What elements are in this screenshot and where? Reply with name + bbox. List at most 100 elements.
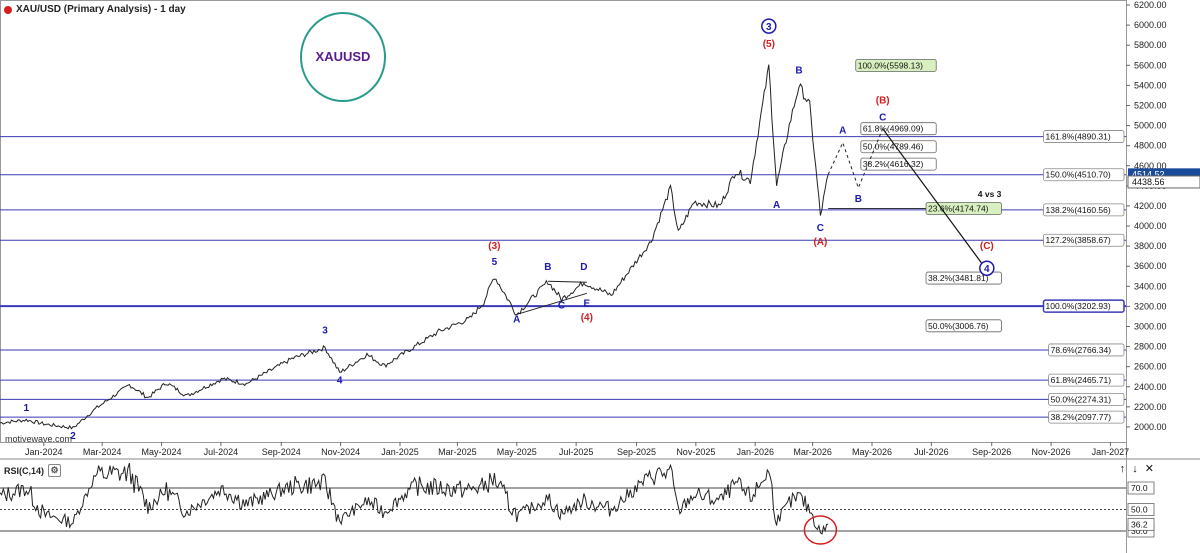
xauusd-circle xyxy=(300,12,386,102)
circled-wave-marker xyxy=(979,260,995,276)
x-tick-label: Nov-2024 xyxy=(321,447,360,457)
wave-label: C xyxy=(817,223,824,234)
rsi-level-label: 50.0 xyxy=(1131,505,1148,515)
move-up-icon[interactable]: ↑ xyxy=(1119,463,1128,475)
wave-label: 5 xyxy=(492,257,498,268)
fib-label-box xyxy=(1048,410,1125,424)
triangle-line xyxy=(547,280,587,283)
fib-label: 127.2%(3858.67) xyxy=(1046,235,1111,245)
x-tick-label: Sep-2025 xyxy=(617,447,656,457)
xauusd-circle-label: XAUUSD xyxy=(316,49,371,64)
short-fib-label: 38.2%(4616.32) xyxy=(863,159,924,169)
wave-label: E xyxy=(584,298,591,309)
short-fib-label: 38.2%(3481.81) xyxy=(928,273,989,283)
fib-label: 100.0%(3202.93) xyxy=(1046,301,1111,311)
x-tick-label: May-2025 xyxy=(497,447,537,457)
watermark: motivewave.com xyxy=(5,434,73,444)
x-tick-label: Jan-2027 xyxy=(1092,447,1130,457)
x-tick-label: Jan-2026 xyxy=(736,447,774,457)
x-tick-label: Nov-2026 xyxy=(1032,447,1071,457)
x-tick-label: Jan-2024 xyxy=(25,447,63,457)
short-fib-label-box xyxy=(925,271,1002,285)
y-tick-label: 3000.00 xyxy=(1134,321,1167,331)
wave-label: (C) xyxy=(980,241,994,252)
move-down-icon[interactable]: ↓ xyxy=(1132,463,1140,475)
y-tick-label: 2800.00 xyxy=(1134,342,1167,352)
fib-lines-layer: 161.8%(4890.31) 150.0%(4510.70) 138.2%(416… xyxy=(0,130,1126,424)
y-tick-label: 3800.00 xyxy=(1134,241,1167,251)
fib-label-box xyxy=(1043,233,1125,247)
price-line xyxy=(0,64,829,430)
x-tick-label: May-2024 xyxy=(142,447,182,457)
short-fib-label-box xyxy=(860,157,937,171)
fib-label-box xyxy=(1048,392,1125,406)
y-tick-label: 5200.00 xyxy=(1134,100,1167,110)
fib-label-box xyxy=(1048,373,1125,387)
short-fib-label-box xyxy=(860,122,937,136)
short-fib-label-box xyxy=(860,140,937,154)
rsi-panel: 70.0 50.0 30.036.2 xyxy=(0,462,1155,545)
chart-title: XAU/USD (Primary Analysis) - 1 day xyxy=(16,4,186,15)
circled-wave-label: 3 xyxy=(766,22,772,33)
rsi-title: RSI(C,14) xyxy=(4,465,45,476)
y-tick-label: 4600.00 xyxy=(1134,161,1167,171)
last-price-tag xyxy=(1127,175,1200,189)
wave-label: B xyxy=(795,65,802,76)
short-fib-label-box xyxy=(925,319,1002,333)
fib-label: 38.2%(2097.77) xyxy=(1051,412,1112,422)
y-tick-label: 5000.00 xyxy=(1134,121,1167,131)
y-axis: 2000.00 2200.00 2400.00 2600.00 2800.00 3000.… xyxy=(1126,0,1200,432)
circled-wave-label: 4 xyxy=(984,264,990,275)
y-tick-label: 3200.00 xyxy=(1134,301,1167,311)
x-tick-label: Jul-2025 xyxy=(559,447,594,457)
wave-label: 1 xyxy=(23,403,29,414)
wave-label: (4) xyxy=(581,312,593,323)
rsi-panel-controls: ↑ ↓ ✕ xyxy=(1120,462,1156,475)
short-fib-label: 100.0%(5598.13) xyxy=(858,60,923,70)
x-tick-label: Jul-2024 xyxy=(204,447,239,457)
rsi-level-box xyxy=(1127,481,1155,495)
short-fib-label-box xyxy=(855,59,937,72)
status-dot-icon xyxy=(4,5,12,14)
x-tick-label: Mar-2026 xyxy=(793,447,832,457)
x-tick-label: Sep-2024 xyxy=(262,447,301,457)
x-tick-label: Mar-2025 xyxy=(438,447,477,457)
wave-label: A xyxy=(513,314,520,325)
wave-label: A xyxy=(839,126,846,137)
short-fib-label-box xyxy=(925,202,1002,215)
wave-label: C xyxy=(879,113,886,124)
y-tick-label: 4800.00 xyxy=(1134,141,1167,151)
x-axis: Jan-2024 Mar-2024 May-2024 Jul-2024 Sep-2024… xyxy=(25,442,1129,457)
y-tick-label: 5400.00 xyxy=(1134,80,1167,90)
gear-icon[interactable]: ⚙ xyxy=(48,464,62,477)
wave-labels-layer: 1 2 3 4 5 (3) A B C D E (4) (5) A B C (A) A B C (B) (C) 3 4 4 vs… xyxy=(23,18,1002,442)
fib-label: 150.0%(4510.70) xyxy=(1046,170,1111,180)
fib-label-box xyxy=(1043,130,1125,143)
rsi-level-box xyxy=(1127,503,1155,516)
rsi-title-bar[interactable]: RSI(C,14) ⚙ xyxy=(4,464,62,477)
y-tick-label: 6000.00 xyxy=(1134,20,1167,30)
fib-label: 50.0%(2274.31) xyxy=(1051,394,1112,404)
projection-arrow-line xyxy=(882,128,988,271)
decorations-layer: XAUUSD xyxy=(300,12,386,102)
main-panel-border xyxy=(0,0,1127,443)
chart-title-bar[interactable]: XAU/USD (Primary Analysis) - 1 day xyxy=(4,4,186,15)
last-price-label: 4438.56 xyxy=(1132,177,1165,187)
x-tick-label: May-2026 xyxy=(852,447,892,457)
y-tick-label: 4000.00 xyxy=(1134,221,1167,231)
y-tick-label: 6200.00 xyxy=(1134,0,1167,10)
short-fib-label: 50.0%(3006.76) xyxy=(928,321,989,331)
rsi-level-label: 70.0 xyxy=(1131,483,1148,493)
fib-label-box xyxy=(1048,343,1125,357)
projection-path xyxy=(827,128,884,190)
fib-label: 138.2%(4160.56) xyxy=(1046,205,1111,215)
wave-label: 3 xyxy=(322,326,328,337)
close-icon[interactable]: ✕ xyxy=(1144,463,1156,475)
y-tick-label: 5600.00 xyxy=(1134,60,1167,70)
short-fib-label: 50.0%(4789.46) xyxy=(863,142,924,152)
wave-label: (5) xyxy=(763,39,775,50)
short-fib-lines-layer: 100.0%(5598.13) 61.8%(4969.09) 50.0%(4789.… xyxy=(828,59,1002,333)
y-tick-label: 2000.00 xyxy=(1134,422,1167,432)
